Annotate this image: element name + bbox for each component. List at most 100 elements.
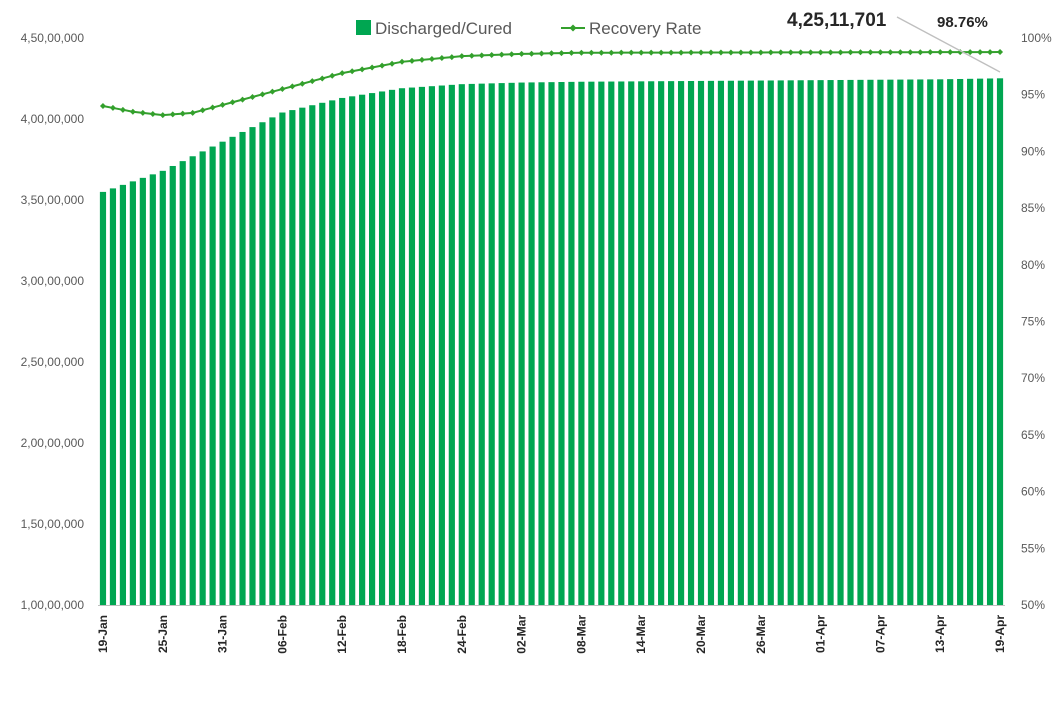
rate-point-74 <box>837 49 844 56</box>
rate-point-11 <box>209 104 216 111</box>
rate-point-27 <box>369 64 376 71</box>
rate-point-12 <box>219 101 226 108</box>
y2-tick-label: 85% <box>1021 201 1045 215</box>
rate-point-1 <box>109 104 116 111</box>
legend-marker-recovery-rate <box>569 24 577 32</box>
rate-point-36 <box>458 53 465 60</box>
bar-44 <box>538 82 545 605</box>
y-tick-label: 4,00,00,000 <box>21 112 85 126</box>
bar-7 <box>169 165 176 606</box>
rate-point-35 <box>448 54 455 61</box>
x-tick-label: 12-Feb <box>335 615 349 654</box>
y-tick-label: 1,50,00,000 <box>21 517 85 531</box>
y-tick-label: 3,00,00,000 <box>21 274 85 288</box>
rate-point-8 <box>179 110 186 117</box>
bar-29 <box>388 89 396 606</box>
x-tick-label: 31-Jan <box>216 615 230 653</box>
bar-27 <box>369 93 376 605</box>
rate-point-69 <box>787 49 794 56</box>
rate-point-34 <box>438 55 445 62</box>
x-tick-label: 14-Mar <box>634 615 648 654</box>
rate-point-45 <box>548 50 555 57</box>
bar-17 <box>269 117 276 605</box>
y2-tick-label: 70% <box>1021 371 1045 385</box>
bar-23 <box>329 100 336 606</box>
rate-point-13 <box>229 99 236 106</box>
y-tick-label: 3,50,00,000 <box>21 193 85 207</box>
y2-tick-label: 75% <box>1021 315 1045 329</box>
bar-72 <box>817 80 824 606</box>
rate-point-7 <box>169 111 176 118</box>
rate-point-41 <box>508 51 515 58</box>
bar-38 <box>478 83 485 605</box>
bar-series-discharged <box>99 78 1004 606</box>
rate-point-58 <box>678 49 685 56</box>
rate-point-0 <box>99 103 106 110</box>
bar-30 <box>398 88 406 606</box>
bar-0 <box>99 191 107 605</box>
bar-22 <box>319 102 326 606</box>
rate-point-62 <box>717 49 724 56</box>
bar-21 <box>309 105 316 605</box>
bar-77 <box>867 79 874 605</box>
x-tick-label: 07-Apr <box>873 615 887 653</box>
bar-65 <box>747 80 754 606</box>
x-tick-label: 24-Feb <box>455 615 469 654</box>
bar-10 <box>199 151 206 605</box>
rate-point-24 <box>339 70 346 77</box>
rate-point-89 <box>987 49 994 56</box>
rate-point-72 <box>817 49 824 56</box>
y2-tick-label: 80% <box>1021 258 1045 272</box>
rate-point-10 <box>199 107 206 114</box>
left-axis: 1,00,00,000 1,50,00,000 2,00,00,000 2,50,00… <box>21 31 85 612</box>
x-tick-label: 19-Apr <box>993 615 1007 653</box>
bar-37 <box>468 83 475 605</box>
legend: Discharged/Cured Recovery Rate <box>356 19 701 38</box>
rate-point-78 <box>877 49 884 56</box>
bar-53 <box>628 81 635 605</box>
bar-90 <box>996 78 1004 605</box>
bar-26 <box>359 94 366 605</box>
rate-point-26 <box>359 66 366 73</box>
bar-82 <box>917 79 924 605</box>
rate-point-90 <box>997 49 1004 56</box>
x-tick-label: 02-Mar <box>515 615 529 654</box>
bar-5 <box>149 174 156 605</box>
rate-point-32 <box>418 56 425 63</box>
x-tick-label: 19-Jan <box>96 615 110 653</box>
rate-point-28 <box>379 62 386 69</box>
bar-85 <box>947 79 954 605</box>
rate-point-37 <box>468 52 475 59</box>
bar-32 <box>418 86 426 606</box>
rate-point-47 <box>568 49 575 56</box>
bar-39 <box>488 83 495 606</box>
rate-point-50 <box>598 49 605 56</box>
rate-point-23 <box>329 72 336 79</box>
y2-tick-label: 90% <box>1021 144 1045 158</box>
rate-point-30 <box>398 58 405 65</box>
rate-point-48 <box>578 49 585 56</box>
rate-point-22 <box>319 75 326 82</box>
bar-58 <box>677 81 685 605</box>
bar-55 <box>648 81 655 605</box>
rate-point-79 <box>887 49 894 56</box>
bar-48 <box>578 81 585 606</box>
x-tick-label: 08-Mar <box>574 615 588 654</box>
rate-point-85 <box>947 49 954 56</box>
legend-label-discharged: Discharged/Cured <box>375 19 512 38</box>
bar-89 <box>986 78 994 606</box>
x-axis: 19-Jan 25-Jan 31-Jan 06-Feb 12-Feb 18-Feb 24-F… <box>96 605 1007 654</box>
bar-41 <box>508 82 515 605</box>
rate-point-54 <box>638 49 645 56</box>
annotations: 4,25,11,701 98.76% <box>787 10 1001 73</box>
bar-2 <box>119 184 127 605</box>
rate-point-5 <box>149 110 156 117</box>
bar-78 <box>877 79 884 606</box>
rate-point-16 <box>259 91 266 98</box>
bar-87 <box>967 78 974 605</box>
bar-16 <box>259 122 266 606</box>
rate-point-17 <box>269 88 276 95</box>
bar-9 <box>189 156 196 605</box>
